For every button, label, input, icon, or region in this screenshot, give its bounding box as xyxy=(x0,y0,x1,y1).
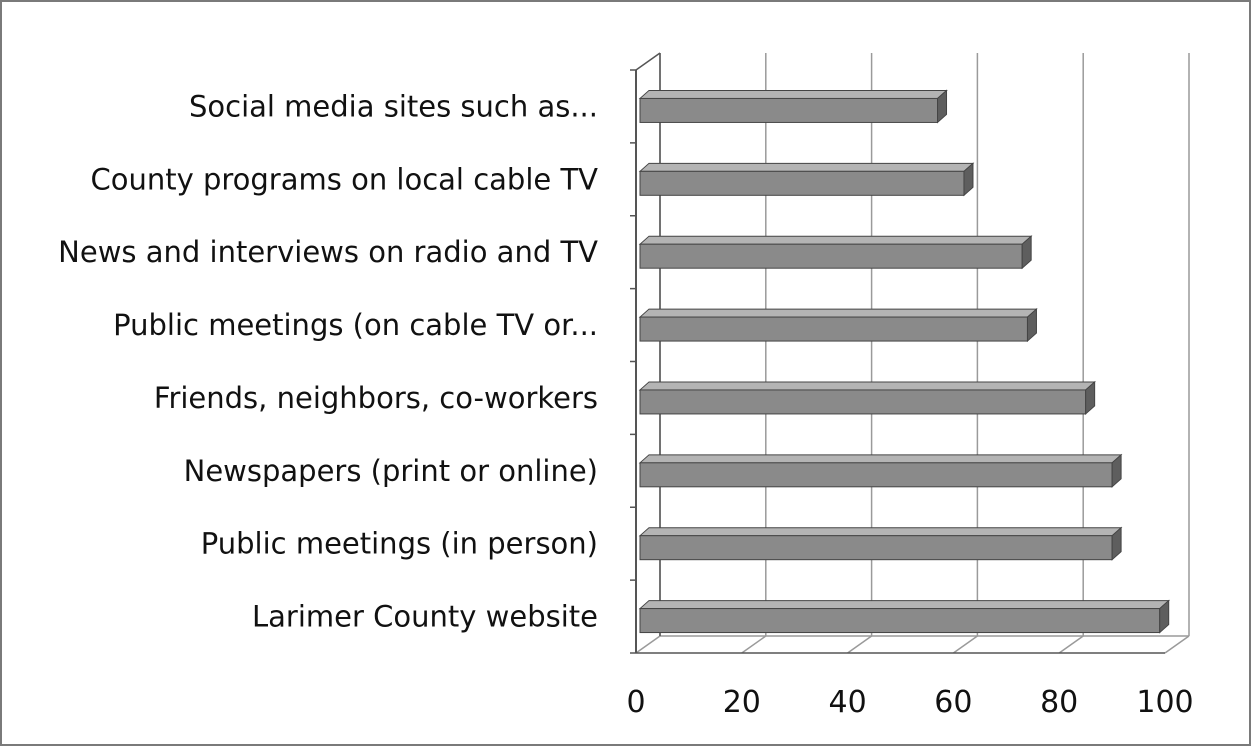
bar-end-face xyxy=(1026,307,1037,343)
category-label-newspapers-print-or-online: Newspapers (print or online) xyxy=(184,454,598,488)
tick-label-80: 80 xyxy=(1040,685,1078,720)
floor-line-80 xyxy=(1058,635,1084,654)
category-label-larimer-county-website: Larimer County website xyxy=(252,600,598,634)
bar-front-face xyxy=(639,389,1087,415)
bar-top-face xyxy=(638,308,1038,318)
bar-newspapers-print-or-online xyxy=(638,453,1123,488)
floor-line-60 xyxy=(952,635,978,654)
tick-label-60: 60 xyxy=(934,685,972,720)
tick-labels: 0 20 40 60 80 100 xyxy=(626,685,1193,720)
bar-top-face xyxy=(638,235,1033,245)
bar-end-face xyxy=(937,89,948,124)
bar-social-media-sites-such-as xyxy=(638,89,948,124)
bar-end-face xyxy=(1111,526,1122,561)
tick-label-0: 0 xyxy=(626,685,645,720)
category-axis-top xyxy=(635,52,661,71)
category-label-friends-neighbors-co-workers: Friends, neighbors, co-workers xyxy=(154,381,598,415)
bar-end-face xyxy=(1085,380,1096,416)
bar-top-face xyxy=(638,381,1096,391)
bar-front-face xyxy=(639,170,965,196)
bar-top-face xyxy=(638,454,1123,464)
category-label-public-meetings-on-cable-tv-or: Public meetings (on cable TV or... xyxy=(113,308,598,342)
bar-front-face xyxy=(639,462,1113,488)
bar-front-face xyxy=(639,97,939,123)
bar-county-programs-on-local-cable-tv xyxy=(638,162,975,197)
bar-front-face xyxy=(639,535,1113,561)
floor-line-0 xyxy=(635,635,661,654)
floor xyxy=(635,635,1190,654)
bar-top-face xyxy=(638,600,1171,610)
bar-larimer-county-website xyxy=(638,599,1171,634)
tick-label-20: 20 xyxy=(723,685,761,720)
category-labels: Social media sites such as... County prog… xyxy=(58,89,598,633)
bars xyxy=(638,89,1171,634)
bar-news-and-interviews-on-radio-and-tv xyxy=(638,235,1033,270)
bar-top-face xyxy=(638,162,975,172)
bar-end-face xyxy=(1021,235,1032,270)
floor-line-20 xyxy=(741,635,767,654)
bar-top-face xyxy=(638,527,1123,537)
floor-line-40 xyxy=(847,635,873,654)
floor-line-100 xyxy=(1164,635,1190,654)
bar-front-face xyxy=(639,243,1023,269)
category-label-public-meetings-in-person: Public meetings (in person) xyxy=(201,527,598,561)
category-label-social-media-sites-such-as: Social media sites such as... xyxy=(189,89,598,123)
category-label-news-and-interviews-on-radio-and-tv: News and interviews on radio and TV xyxy=(58,235,598,269)
bar-end-face xyxy=(1111,453,1122,488)
bar-front-face xyxy=(639,608,1161,634)
bar-end-face xyxy=(963,162,974,197)
bar-top-face xyxy=(638,89,948,99)
tick-label-100: 100 xyxy=(1136,685,1193,720)
bar-public-meetings-in-person xyxy=(638,526,1123,561)
tick-label-40: 40 xyxy=(829,685,867,720)
bar-public-meetings-on-cable-tv-or xyxy=(638,307,1038,343)
category-label-county-programs-on-local-cable-tv: County programs on local cable TV xyxy=(90,162,598,196)
bar-friends-neighbors-co-workers xyxy=(638,380,1096,416)
bar-end-face xyxy=(1159,599,1170,634)
axis xyxy=(630,52,1165,654)
bar-front-face xyxy=(639,316,1028,342)
